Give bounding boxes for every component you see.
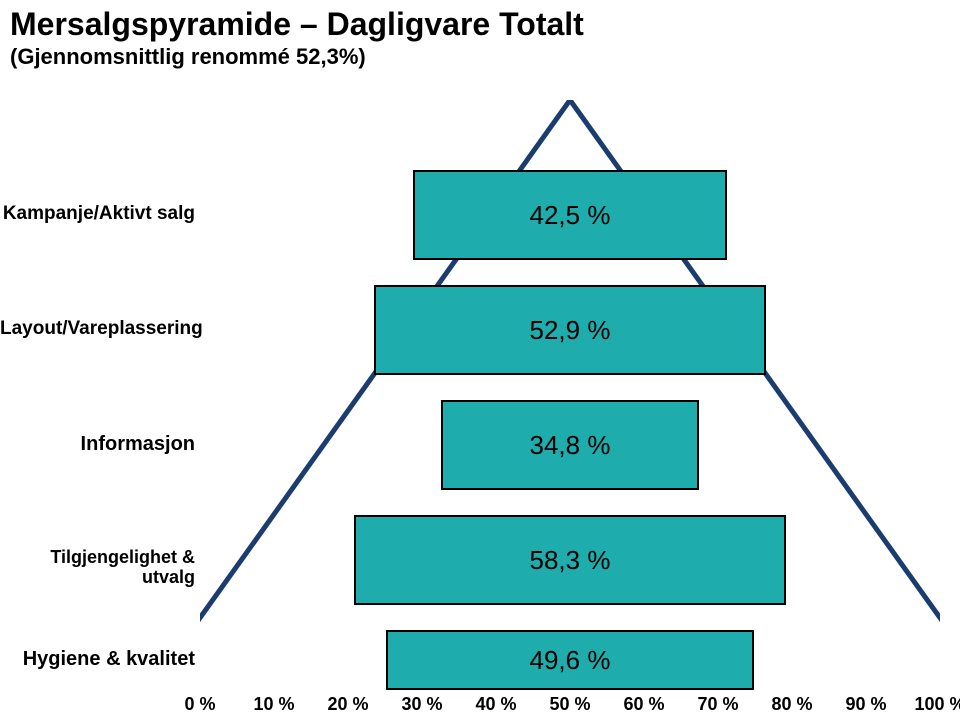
bar: 42,5 %: [413, 170, 728, 260]
x-tick: 50 %: [549, 694, 590, 715]
chart-title: Mersalgspyramide – Dagligvare Totalt: [10, 6, 584, 43]
bar: 34,8 %: [441, 400, 699, 490]
x-tick: 60 %: [623, 694, 664, 715]
category-label: Layout/Vareplassering: [0, 318, 195, 340]
bar: 49,6 %: [386, 630, 753, 690]
x-tick: 70 %: [697, 694, 738, 715]
bar-value: 58,3 %: [530, 545, 611, 576]
bar: 58,3 %: [354, 515, 785, 605]
plot-area: 42,5 % 52,9 % 34,8 % 58,3 % 49,6 %: [200, 100, 940, 680]
x-tick: 80 %: [771, 694, 812, 715]
x-tick: 30 %: [401, 694, 442, 715]
chart-container: { "title": "Mersalgspyramide – Dagligvar…: [0, 0, 960, 724]
x-tick: 90 %: [845, 694, 886, 715]
x-tick: 100 %: [914, 694, 960, 715]
x-tick: 20 %: [327, 694, 368, 715]
x-tick: 40 %: [475, 694, 516, 715]
x-tick: 0 %: [184, 694, 215, 715]
category-label: Informasjon: [0, 433, 195, 456]
bar-value: 42,5 %: [530, 200, 611, 231]
bar-value: 49,6 %: [530, 645, 611, 676]
category-label: Kampanje/Aktivt salg: [0, 203, 195, 225]
category-label: Tilgjengelighet & utvalg: [0, 548, 195, 588]
bar: 52,9 %: [374, 285, 765, 375]
bar-value: 34,8 %: [530, 430, 611, 461]
chart-subtitle: (Gjennomsnittlig renommé 52,3%): [10, 44, 366, 70]
bar-value: 52,9 %: [530, 315, 611, 346]
x-tick: 10 %: [253, 694, 294, 715]
category-label: Hygiene & kvalitet: [0, 648, 195, 671]
